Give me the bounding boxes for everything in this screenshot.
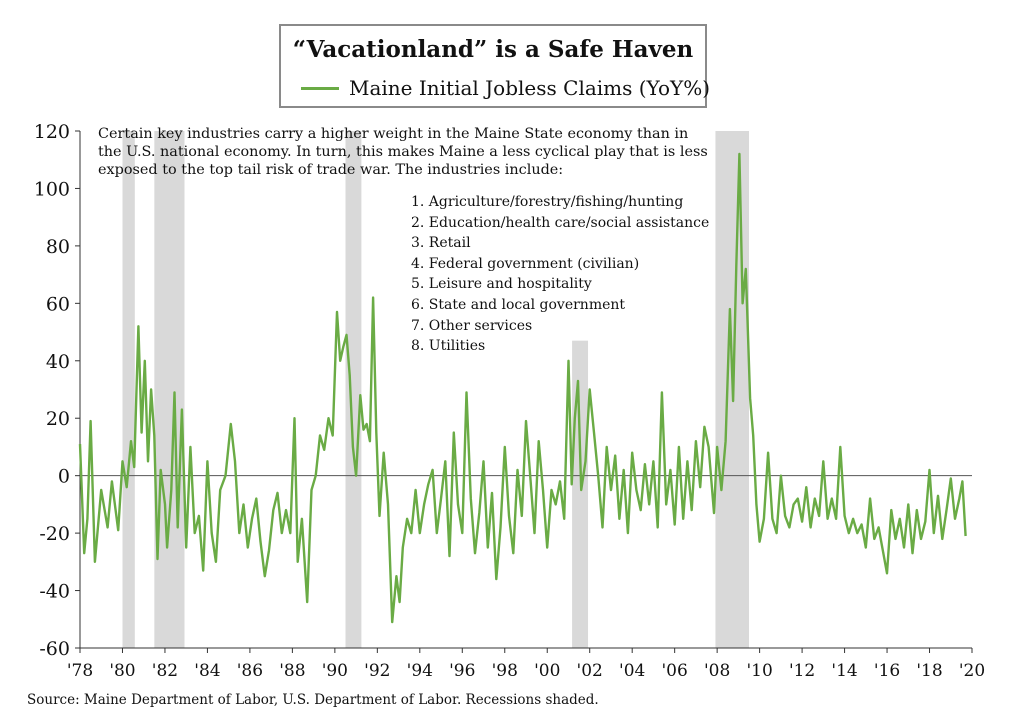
series: [78, 152, 967, 624]
legend-line-swatch: [301, 86, 339, 90]
x-tick-label: '90: [322, 661, 348, 681]
industry-item: 4. Federal government (civilian): [411, 255, 640, 272]
x-tick-label: '88: [279, 661, 305, 681]
industry-item: 5. Leisure and hospitality: [411, 276, 592, 293]
x-tick-label: '14: [831, 661, 857, 681]
y-tick-label: 120: [34, 121, 70, 143]
x-tick-label: '18: [916, 661, 942, 681]
x-tick-label: '02: [577, 661, 603, 681]
x-tick-label: '86: [237, 661, 263, 681]
industry-item: 2. Education/health care/social assistan…: [411, 214, 710, 231]
y-tick-label: 100: [34, 178, 70, 200]
industry-item: 6. State and local government: [411, 296, 626, 313]
y-tick-label: -20: [39, 523, 70, 545]
recession-band: [345, 131, 362, 648]
x-tick-label: '00: [534, 661, 560, 681]
series-line: [78, 152, 967, 624]
chart-title: “Vacationland” is a Safe Haven: [292, 36, 694, 63]
industry-list: 1. Agriculture/forestry/fishing/hunting …: [411, 192, 709, 357]
annotation-text: Certain key industries carry a higher we…: [98, 126, 708, 178]
y-tick-label: 80: [46, 236, 70, 258]
x-tick-label: '94: [407, 661, 433, 681]
y-tick-label: 0: [58, 466, 70, 488]
x-tick-label: '06: [662, 661, 688, 681]
title-legend-box: “Vacationland” is a Safe Haven Maine Ini…: [279, 24, 710, 108]
y-tick-label: -60: [39, 638, 70, 660]
x-tick-label: '96: [449, 661, 475, 681]
industry-item: 7. Other services: [411, 317, 533, 334]
source-note: Source: Maine Department of Labor, U.S. …: [27, 692, 599, 708]
x-tick-label: '20: [959, 661, 985, 681]
x-tick-label: '92: [364, 661, 390, 681]
legend-entry: Maine Initial Jobless Claims (YoY%): [301, 76, 710, 100]
tick-labels: -60 -40 -20 0 20 40 60 80 100 120 '78 '80 '82 '84 '86 '…: [34, 121, 985, 681]
y-tick-label: -40: [39, 581, 70, 603]
y-tick-label: 60: [46, 293, 70, 315]
x-tick-label: '78: [67, 661, 93, 681]
y-tick-label: 40: [46, 351, 70, 373]
x-tick-label: '04: [619, 661, 645, 681]
x-tick-label: '10: [746, 661, 772, 681]
recession-band: [572, 340, 589, 648]
x-tick-label: '84: [194, 661, 220, 681]
recession-band: [154, 131, 185, 648]
x-tick-label: '82: [152, 661, 178, 681]
x-tick-label: '16: [874, 661, 900, 681]
industry-item: 8. Utilities: [411, 338, 486, 355]
recession-band: [122, 131, 135, 648]
x-tick-label: '12: [789, 661, 815, 681]
legend-label: Maine Initial Jobless Claims (YoY%): [349, 76, 711, 100]
industry-item: 3. Retail: [411, 235, 471, 252]
x-tick-label: '08: [704, 661, 730, 681]
x-tick-label: '98: [492, 661, 518, 681]
x-tick-label: '80: [109, 661, 135, 681]
industry-item: 1. Agriculture/forestry/fishing/hunting: [411, 194, 684, 210]
y-tick-label: 20: [46, 408, 70, 430]
recession-shading: [122, 131, 749, 648]
